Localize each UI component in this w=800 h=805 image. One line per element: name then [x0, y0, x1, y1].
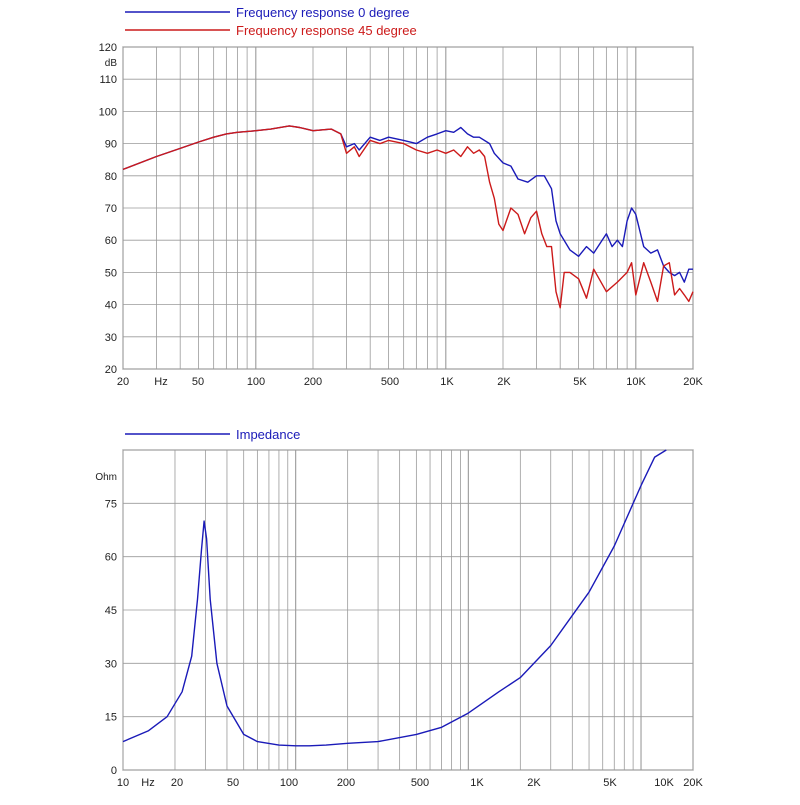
y-tick-label: 30 [105, 658, 117, 670]
y-tick-label: 20 [105, 364, 117, 376]
y-tick-label: 15 [105, 712, 117, 724]
x-tick-label: 1K [470, 777, 484, 789]
x-tick-label: 50 [192, 376, 204, 388]
y-tick-label: 90 [105, 139, 117, 151]
y-tick-label: 100 [99, 106, 117, 118]
x-tick-label: 5K [603, 777, 617, 789]
x-tick-label: 20K [683, 777, 703, 789]
y-tick-label: 0 [111, 765, 117, 777]
y-axis-unit-label: Ohm [95, 472, 117, 483]
y-tick-label: 75 [105, 498, 117, 510]
y-tick-label: 40 [105, 300, 117, 312]
x-tick-label: 100 [247, 376, 265, 388]
y-tick-label: 45 [105, 605, 117, 617]
x-tick-label: 20K [683, 376, 703, 388]
y-tick-label: 110 [99, 74, 117, 86]
x-tick-label: 5K [573, 376, 587, 388]
legend-label: Frequency response 45 degree [236, 23, 417, 38]
x-tick-label: 200 [337, 777, 355, 789]
series-line-0-1 [122, 125, 694, 309]
y-tick-label: 120 [99, 42, 117, 54]
x-tick-label: Hz [154, 376, 167, 388]
series-line-1-0 [122, 449, 667, 747]
y-tick-label: 70 [105, 203, 117, 215]
x-tick-label: 500 [381, 376, 399, 388]
x-tick-label: 2K [527, 777, 541, 789]
x-tick-label: 10K [654, 777, 674, 789]
y-tick-label: 50 [105, 267, 117, 279]
x-tick-label: 500 [411, 777, 429, 789]
x-tick-label: 50 [227, 777, 239, 789]
x-tick-label: Hz [141, 777, 154, 789]
y-tick-label: 60 [105, 552, 117, 564]
x-tick-label: 20 [171, 777, 183, 789]
x-tick-label: 200 [304, 376, 322, 388]
x-tick-label: 1K [440, 376, 454, 388]
y-tick-label: 60 [105, 235, 117, 247]
y-tick-label: 80 [105, 171, 117, 183]
x-tick-label: 20 [117, 376, 129, 388]
legend-label: Frequency response 0 degree [236, 5, 409, 20]
x-tick-label: 100 [280, 777, 298, 789]
legend-label: Impedance [236, 427, 300, 442]
x-tick-label: 2K [497, 376, 511, 388]
y-axis-unit-label: dB [105, 58, 118, 69]
y-tick-label: 30 [105, 332, 117, 344]
x-tick-label: 10 [117, 777, 129, 789]
x-tick-label: 10K [626, 376, 646, 388]
